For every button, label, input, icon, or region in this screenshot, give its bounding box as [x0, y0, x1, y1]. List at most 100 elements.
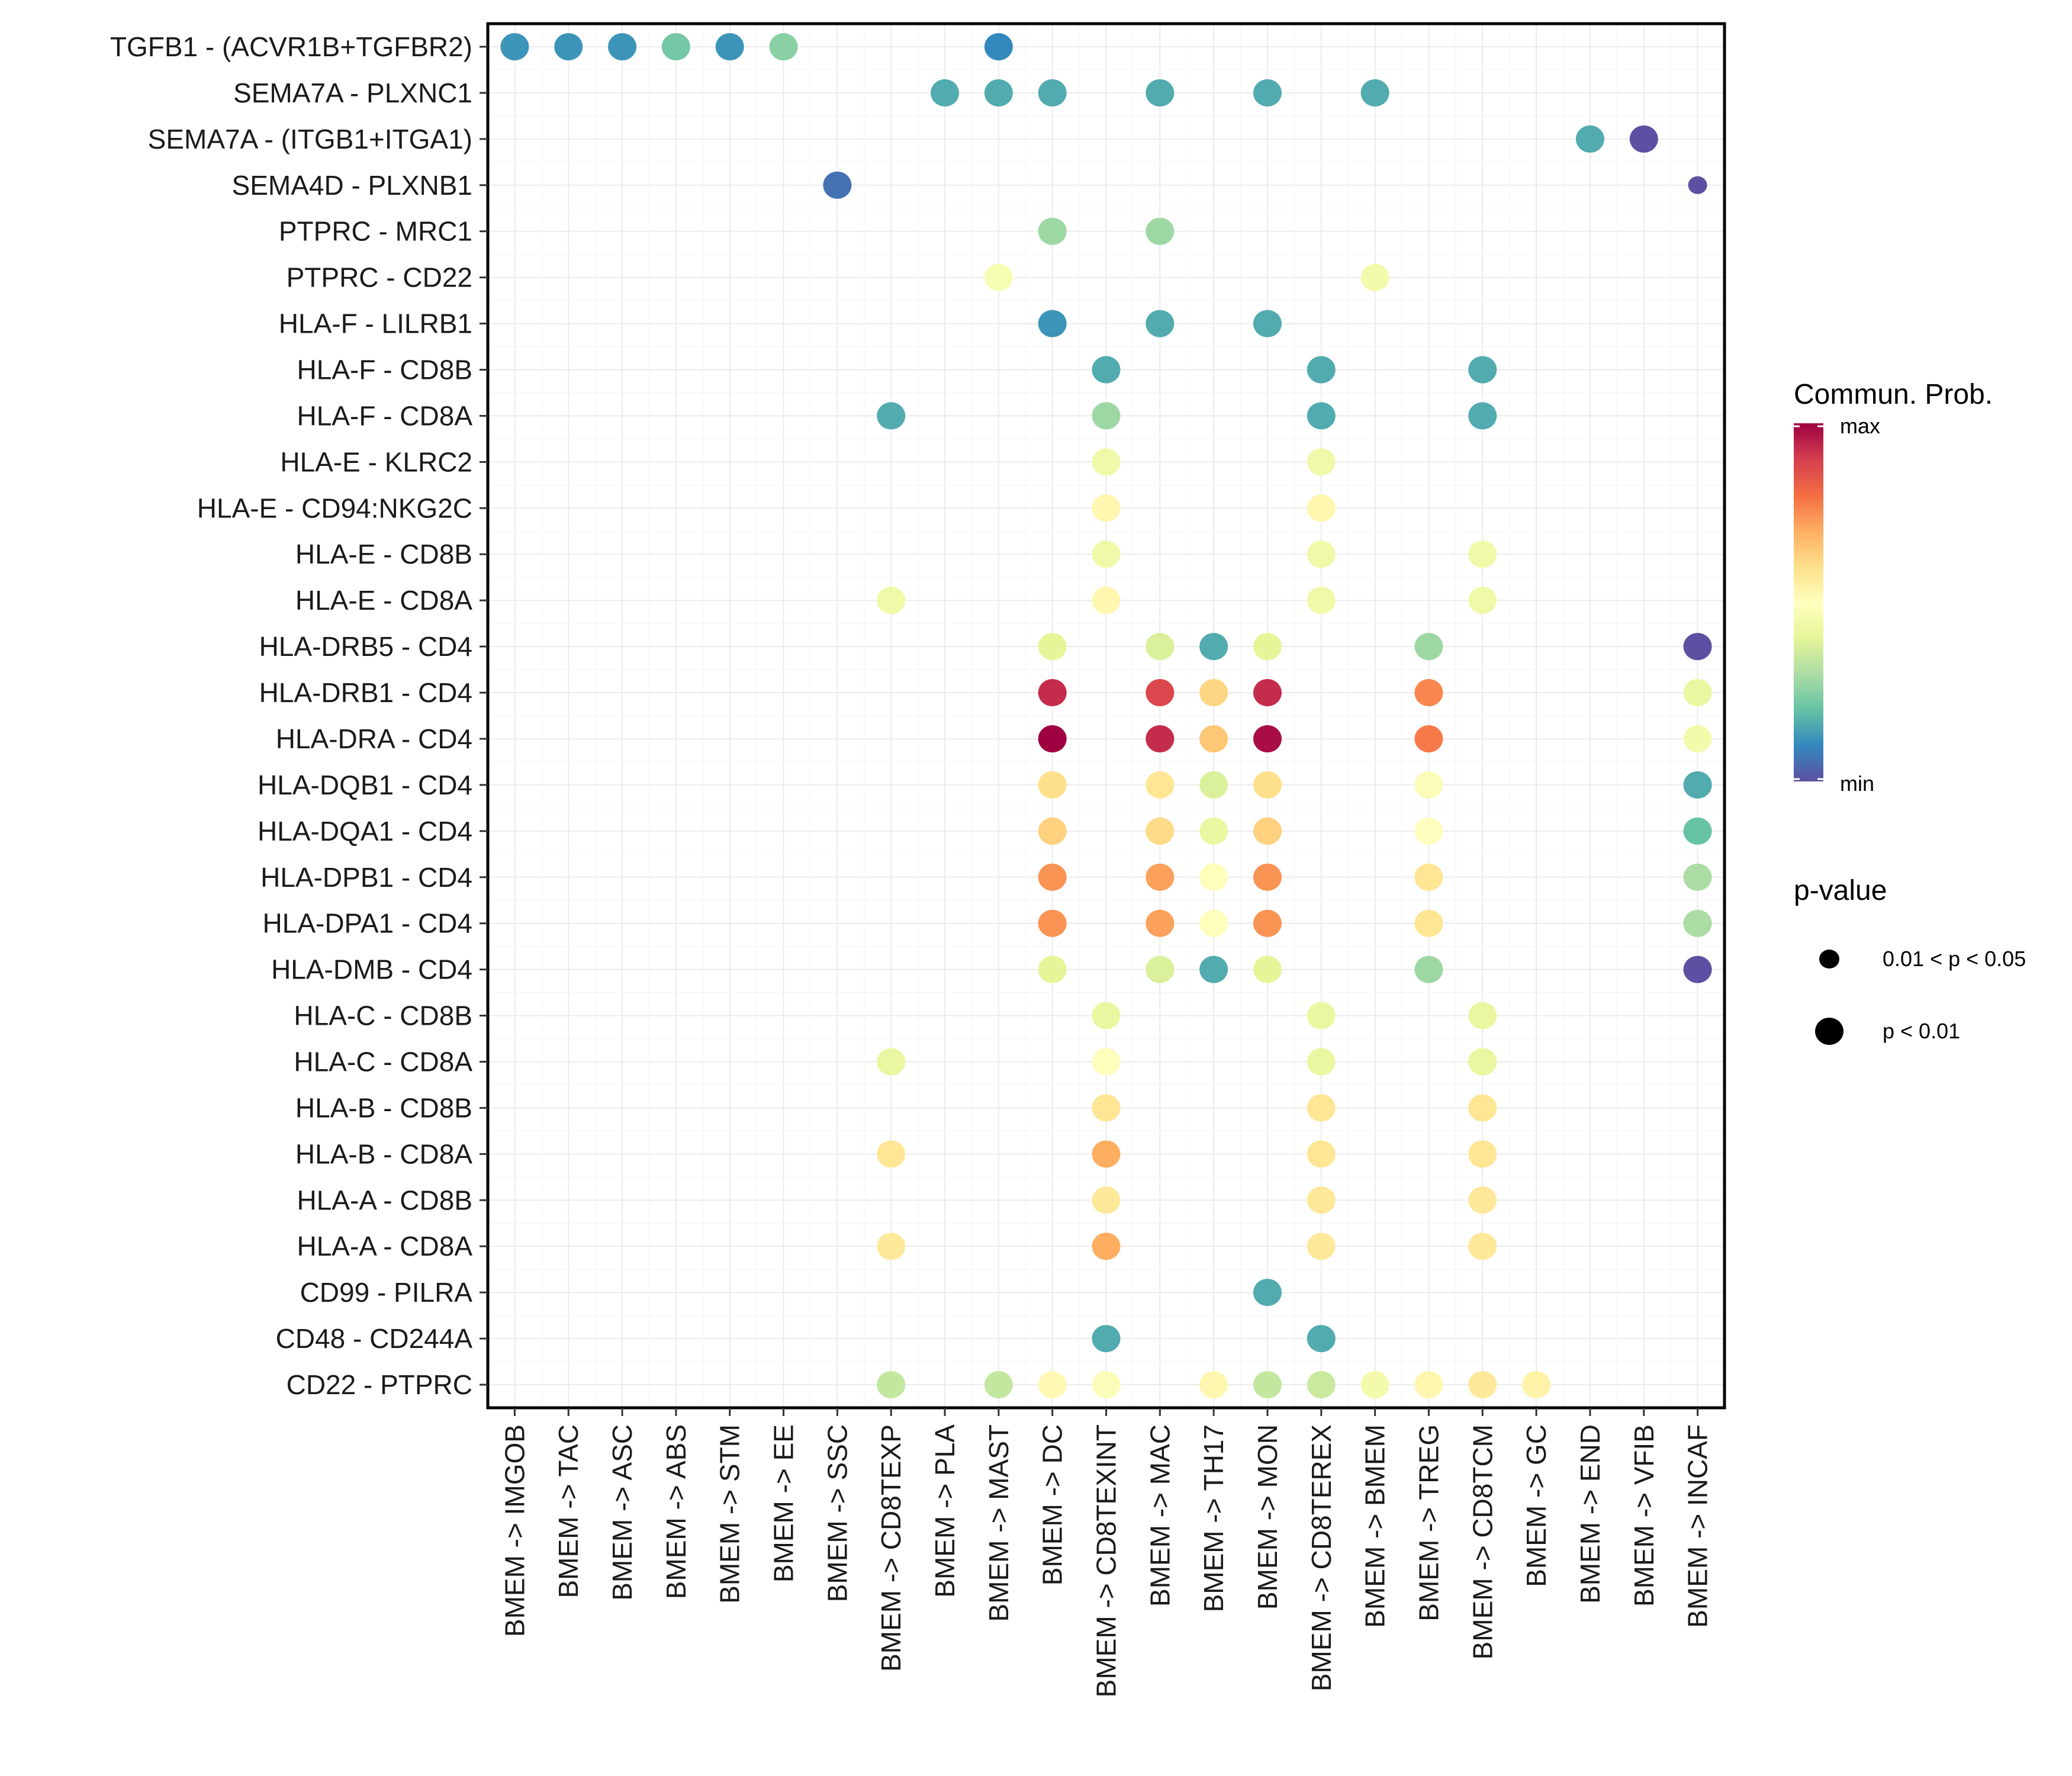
grid-lines: [487, 23, 1725, 1408]
data-point: [1038, 633, 1067, 661]
y-tick-label: HLA-DQA1 - CD4: [258, 816, 472, 847]
data-point: [554, 33, 583, 60]
data-point: [1360, 1371, 1389, 1399]
data-point: [1092, 1140, 1121, 1168]
x-tick-label: BMEM -> DC: [1037, 1424, 1068, 1585]
y-tick-label: HLA-DQB1 - CD4: [258, 770, 472, 800]
x-tick-label: BMEM -> IMGOB: [499, 1424, 530, 1637]
y-tick-label: HLA-F - LILRB1: [279, 308, 472, 339]
y-tick-label: HLA-DPA1 - CD4: [263, 908, 472, 939]
x-tick-label: BMEM -> END: [1575, 1424, 1606, 1604]
y-tick-label: CD99 - PILRA: [300, 1277, 473, 1308]
data-point: [1038, 863, 1067, 891]
y-tick-label: HLA-A - CD8B: [297, 1185, 472, 1215]
x-tick-label: BMEM -> EE: [768, 1424, 799, 1582]
data-point: [1307, 1325, 1336, 1353]
y-tick-label: HLA-E - CD8B: [295, 539, 472, 570]
y-tick-label: SEMA7A - (ITGB1+ITGA1): [148, 124, 472, 155]
y-tick-label: HLA-DRB1 - CD4: [259, 677, 472, 708]
size-legend: p-value 0.01 < p < 0.05 p < 0.01: [1794, 875, 2026, 1045]
data-point: [1683, 633, 1712, 661]
data-point: [1253, 1371, 1282, 1399]
x-tick-label: BMEM -> TAC: [553, 1424, 584, 1598]
data-point: [1146, 310, 1175, 337]
y-tick-label: HLA-E - KLRC2: [280, 446, 472, 477]
x-tick-label: BMEM -> MAST: [983, 1424, 1014, 1622]
data-point: [1468, 1233, 1497, 1260]
data-point: [1414, 679, 1443, 707]
data-point: [1146, 909, 1175, 937]
data-point: [1468, 402, 1497, 430]
data-point: [1307, 448, 1336, 476]
y-tick-label: HLA-DMB - CD4: [271, 954, 472, 985]
x-tick-label: BMEM -> BMEM: [1360, 1424, 1391, 1628]
data-point: [984, 263, 1013, 291]
data-point: [1468, 1094, 1497, 1122]
data-point: [1092, 1233, 1121, 1260]
data-point: [1146, 725, 1175, 752]
data-point: [1199, 633, 1228, 661]
data-point: [984, 33, 1013, 60]
data-point: [1092, 1094, 1121, 1122]
data-point: [1038, 217, 1067, 245]
data-point: [877, 1140, 906, 1168]
data-point: [608, 33, 637, 60]
data-point: [1683, 771, 1712, 799]
x-tick-label: BMEM -> ABS: [661, 1424, 691, 1599]
data-point: [1038, 955, 1067, 983]
data-point: [877, 1233, 906, 1260]
data-point: [715, 33, 744, 60]
x-tick-label: BMEM -> MAC: [1144, 1424, 1175, 1607]
data-point: [1253, 909, 1282, 937]
data-point: [1307, 1186, 1336, 1214]
data-point: [1307, 1048, 1336, 1076]
x-tick-label: BMEM -> MON: [1252, 1424, 1283, 1610]
data-points: [500, 33, 1712, 1399]
y-tick-label: HLA-DPB1 - CD4: [260, 862, 472, 893]
data-point: [877, 587, 906, 614]
data-point: [1253, 679, 1282, 707]
data-point: [877, 402, 906, 430]
y-tick-label: HLA-B - CD8B: [295, 1092, 472, 1123]
y-tick-label: SEMA4D - PLXNB1: [232, 170, 472, 201]
data-point: [1146, 633, 1175, 661]
y-tick-label: TGFB1 - (ACVR1B+TGFBR2): [110, 31, 472, 62]
data-point: [1468, 1048, 1497, 1076]
x-tick-label: BMEM -> CD8TEXP: [876, 1424, 906, 1672]
data-point: [1092, 1325, 1121, 1353]
data-point: [984, 1371, 1013, 1399]
x-tick-label: BMEM -> SSC: [822, 1424, 852, 1602]
data-point: [1092, 448, 1121, 476]
data-point: [1253, 863, 1282, 891]
y-tick-label: PTPRC - CD22: [287, 262, 472, 293]
data-point: [1468, 1371, 1497, 1399]
data-point: [1468, 1002, 1497, 1029]
data-point: [1146, 817, 1175, 845]
data-point: [1683, 909, 1712, 937]
data-point: [1038, 817, 1067, 845]
data-point: [1629, 125, 1658, 153]
data-point: [1683, 863, 1712, 891]
y-tick-label: HLA-E - CD8A: [295, 585, 472, 616]
data-point: [1038, 310, 1067, 337]
data-point: [1414, 633, 1443, 661]
data-point: [769, 33, 798, 60]
y-tick-label: PTPRC - MRC1: [279, 216, 472, 247]
x-tick-label: BMEM -> CD8TEXINT: [1091, 1424, 1122, 1697]
y-tick-label: SEMA7A - PLXNC1: [233, 78, 472, 108]
data-point: [1199, 1371, 1228, 1399]
data-point: [1146, 679, 1175, 707]
data-point: [1414, 817, 1443, 845]
data-point: [1038, 1371, 1067, 1399]
y-tick-label: HLA-E - CD94:NKG2C: [197, 493, 472, 523]
y-tick-label: HLA-B - CD8A: [295, 1138, 472, 1169]
data-point: [1414, 909, 1443, 937]
size-legend-dot-large: [1815, 1018, 1843, 1045]
size-legend-label-small: 0.01 < p < 0.05: [1883, 947, 2026, 971]
data-point: [931, 79, 960, 107]
data-point: [1092, 1002, 1121, 1029]
size-legend-title: p-value: [1794, 875, 1887, 906]
data-point: [1146, 955, 1175, 983]
data-point: [1253, 955, 1282, 983]
x-tick-label: BMEM -> CD8TCM: [1467, 1424, 1498, 1659]
